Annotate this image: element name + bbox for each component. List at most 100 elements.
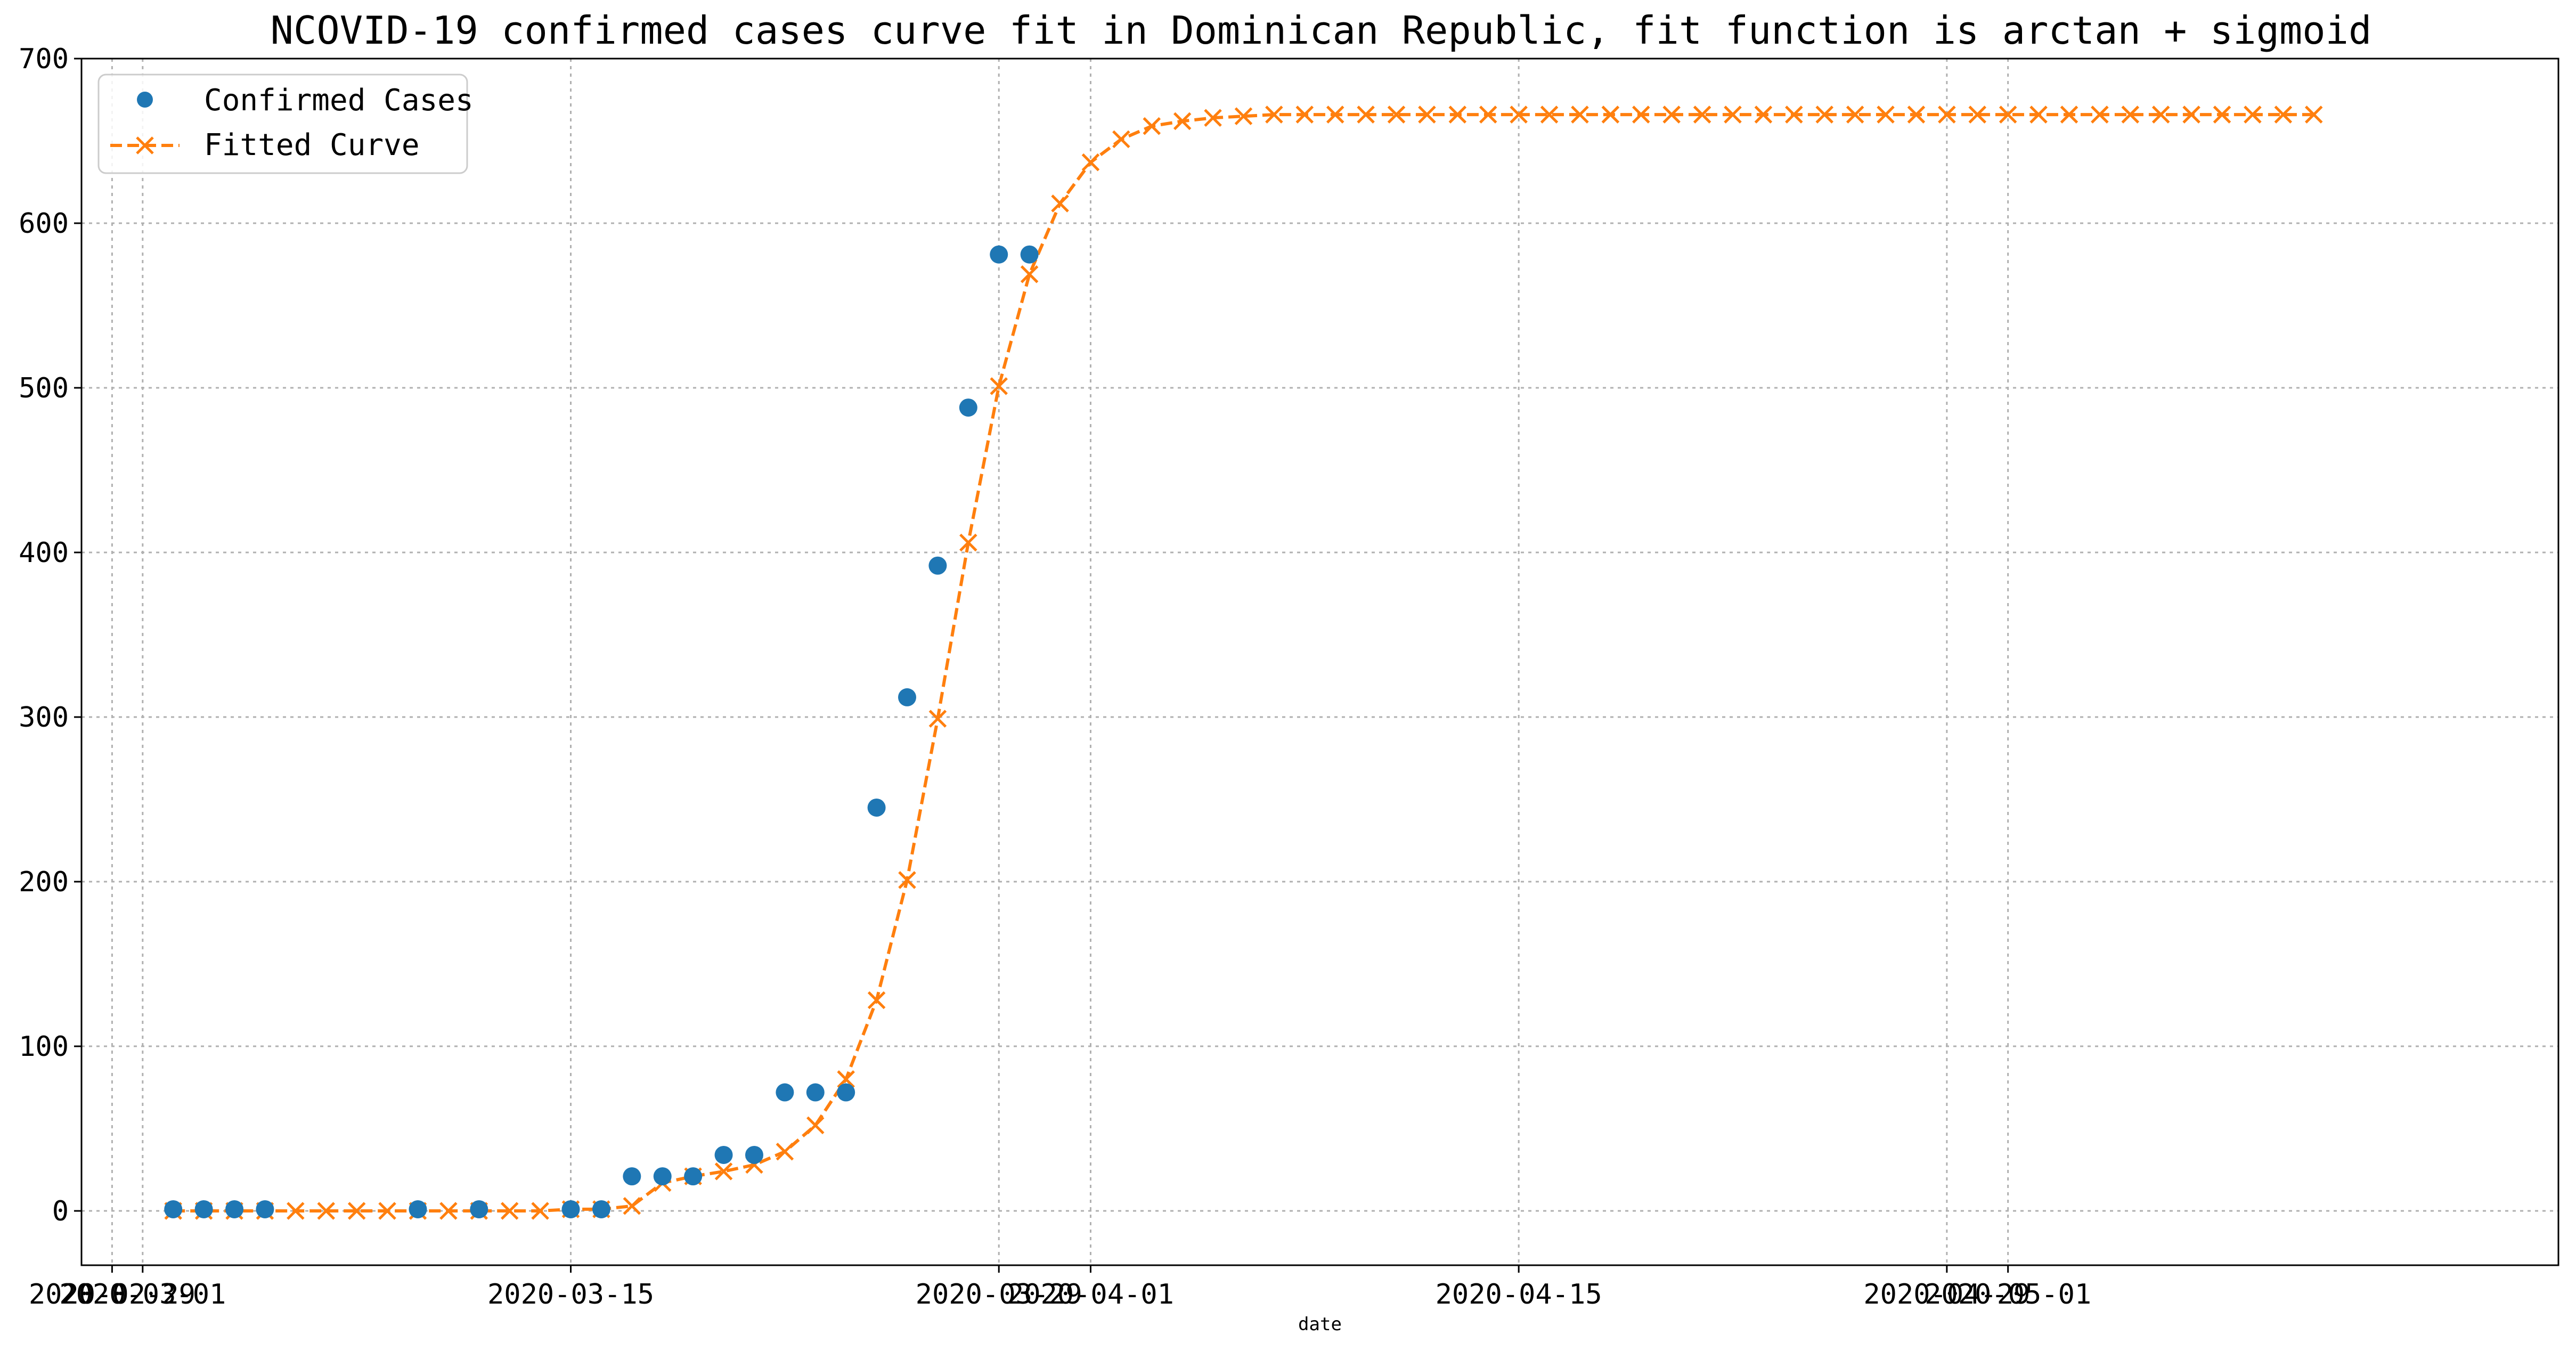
y-tick-label: 300	[19, 702, 69, 734]
plot-frame	[80, 58, 2559, 1266]
x-tick-label: 2020-03-15	[487, 1279, 654, 1311]
fitted-curve-marker	[1632, 105, 1650, 124]
confirmed-case-point	[990, 245, 1008, 264]
fitted-curve-marker	[1571, 105, 1589, 124]
confirmed-cases-series	[164, 245, 1039, 1218]
fitted-curve-marker	[2060, 105, 2078, 124]
x-tick-label: 2020-04-29	[1863, 1279, 2030, 1311]
fitted-curve-marker	[1877, 105, 1895, 124]
fitted-curve-marker	[1907, 105, 1926, 124]
confirmed-case-point	[470, 1200, 488, 1218]
fitted-curve-marker	[867, 991, 886, 1010]
fitted-curve-marker	[347, 1202, 366, 1220]
fitted-curve-marker	[1081, 153, 1100, 172]
y-tick-label: 100	[19, 1031, 69, 1063]
confirmed-case-point	[592, 1200, 610, 1218]
confirmed-case-point	[806, 1083, 825, 1102]
fitted-curve-marker	[1510, 105, 1528, 124]
fitted-curve-marker	[531, 1202, 549, 1220]
x-tick-label: 2020-03-29	[916, 1279, 1082, 1311]
fitted-curve-marker	[1173, 112, 1192, 131]
confirmed-case-point	[653, 1167, 672, 1186]
fitted-curve-marker	[1204, 109, 1222, 127]
fitted-curve-marker	[1020, 265, 1039, 283]
x-tick-label: 2020-04-15	[1436, 1279, 1602, 1311]
y-tick-label: 500	[19, 372, 69, 404]
confirmed-case-point	[561, 1200, 580, 1218]
fitted-curve-marker	[2304, 105, 2323, 124]
confirmed-case-point	[959, 398, 977, 417]
fitted-curve-marker	[776, 1143, 794, 1161]
confirmed-case-point	[745, 1145, 763, 1164]
fitted-curve-marker	[1326, 105, 1344, 124]
fitted-curve-marker	[1357, 105, 1375, 124]
fitted-curve-marker	[837, 1070, 855, 1088]
y-tick-label: 400	[19, 537, 69, 569]
x-axis-label: date	[1298, 1314, 1342, 1335]
fitted-curve-marker	[378, 1202, 396, 1220]
y-tick-label: 600	[19, 208, 69, 240]
fitted-curve-marker	[1234, 107, 1253, 125]
legend-box	[97, 74, 468, 174]
fitted-curve-marker	[1999, 105, 2017, 124]
fitted-curve-marker	[2244, 105, 2262, 124]
confirmed-case-point	[623, 1167, 641, 1186]
fitted-curve-marker	[317, 1202, 336, 1220]
fitted-curve-marker	[2182, 105, 2200, 124]
legend-marker-confirmed-cases	[137, 92, 153, 108]
fitted-curve-marker	[2121, 105, 2140, 124]
y-tick-label: 700	[19, 43, 69, 75]
confirmed-case-point	[256, 1200, 274, 1218]
fitted-curve-marker	[1968, 105, 1987, 124]
confirmed-case-point	[776, 1083, 794, 1102]
fitted-curve-marker	[1540, 105, 1559, 124]
fitted-curve-marker	[1693, 105, 1711, 124]
fitted-curve-marker	[1754, 105, 1773, 124]
fitted-curve-marker	[1051, 194, 1069, 213]
x-tick-label: 2020-05-01	[1925, 1279, 2091, 1311]
fitted-curve-marker	[2274, 105, 2293, 124]
fitted-curve-marker	[1785, 105, 1803, 124]
confirmed-case-point	[867, 798, 886, 817]
fitted-curve-marker	[2151, 105, 2170, 124]
legend-label-confirmed-cases: Confirmed Cases	[204, 83, 474, 118]
fitted-curve-marker	[1112, 130, 1130, 149]
y-tick-label: 200	[19, 866, 69, 898]
fitted-curve-marker	[1938, 105, 1956, 124]
confirmed-case-point	[194, 1200, 213, 1218]
confirmed-case-point	[164, 1200, 183, 1218]
axis-ticks: 01002003004005006007002020-02-292020-03-…	[19, 43, 2091, 1311]
fitted-curve-marker	[806, 1116, 825, 1135]
confirmed-case-point	[928, 556, 947, 575]
confirmed-case-point	[1020, 245, 1039, 264]
fitted-curve-marker	[439, 1202, 458, 1220]
confirmed-case-point	[225, 1200, 244, 1218]
legend: Confirmed Cases Fitted Curve	[97, 74, 474, 174]
fitted-curve-marker	[2213, 105, 2231, 124]
confirmed-case-point	[409, 1200, 427, 1218]
fitted-curve-marker	[2091, 105, 2109, 124]
fitted-curve-marker	[1418, 105, 1436, 124]
y-tick-label: 0	[52, 1195, 69, 1227]
fitted-curve-marker	[1387, 105, 1406, 124]
legend-label-fitted-curve: Fitted Curve	[204, 128, 420, 162]
fitted-curve-marker	[1295, 105, 1314, 124]
fitted-curve-marker	[898, 871, 916, 889]
fitted-curve-marker	[1815, 105, 1833, 124]
confirmed-case-point	[898, 688, 916, 706]
fitted-curve-marker	[1601, 105, 1620, 124]
fitted-curve-marker	[2029, 105, 2048, 124]
fitted-curve-marker	[1143, 117, 1161, 135]
fitted-curve-marker	[1846, 105, 1864, 124]
x-tick-label: 2020-02-29	[29, 1279, 195, 1311]
x-tick-label: 2020-03-01	[59, 1279, 226, 1311]
fitted-curve-marker	[1724, 105, 1742, 124]
fitted-curve-marker	[1448, 105, 1467, 124]
fitted-curve-marker	[990, 377, 1008, 395]
fitted-curve-marker	[1479, 105, 1497, 124]
legend-marker-fitted-curve	[136, 136, 154, 154]
confirmed-case-point	[684, 1167, 703, 1186]
fitted-curve-marker	[500, 1202, 519, 1220]
